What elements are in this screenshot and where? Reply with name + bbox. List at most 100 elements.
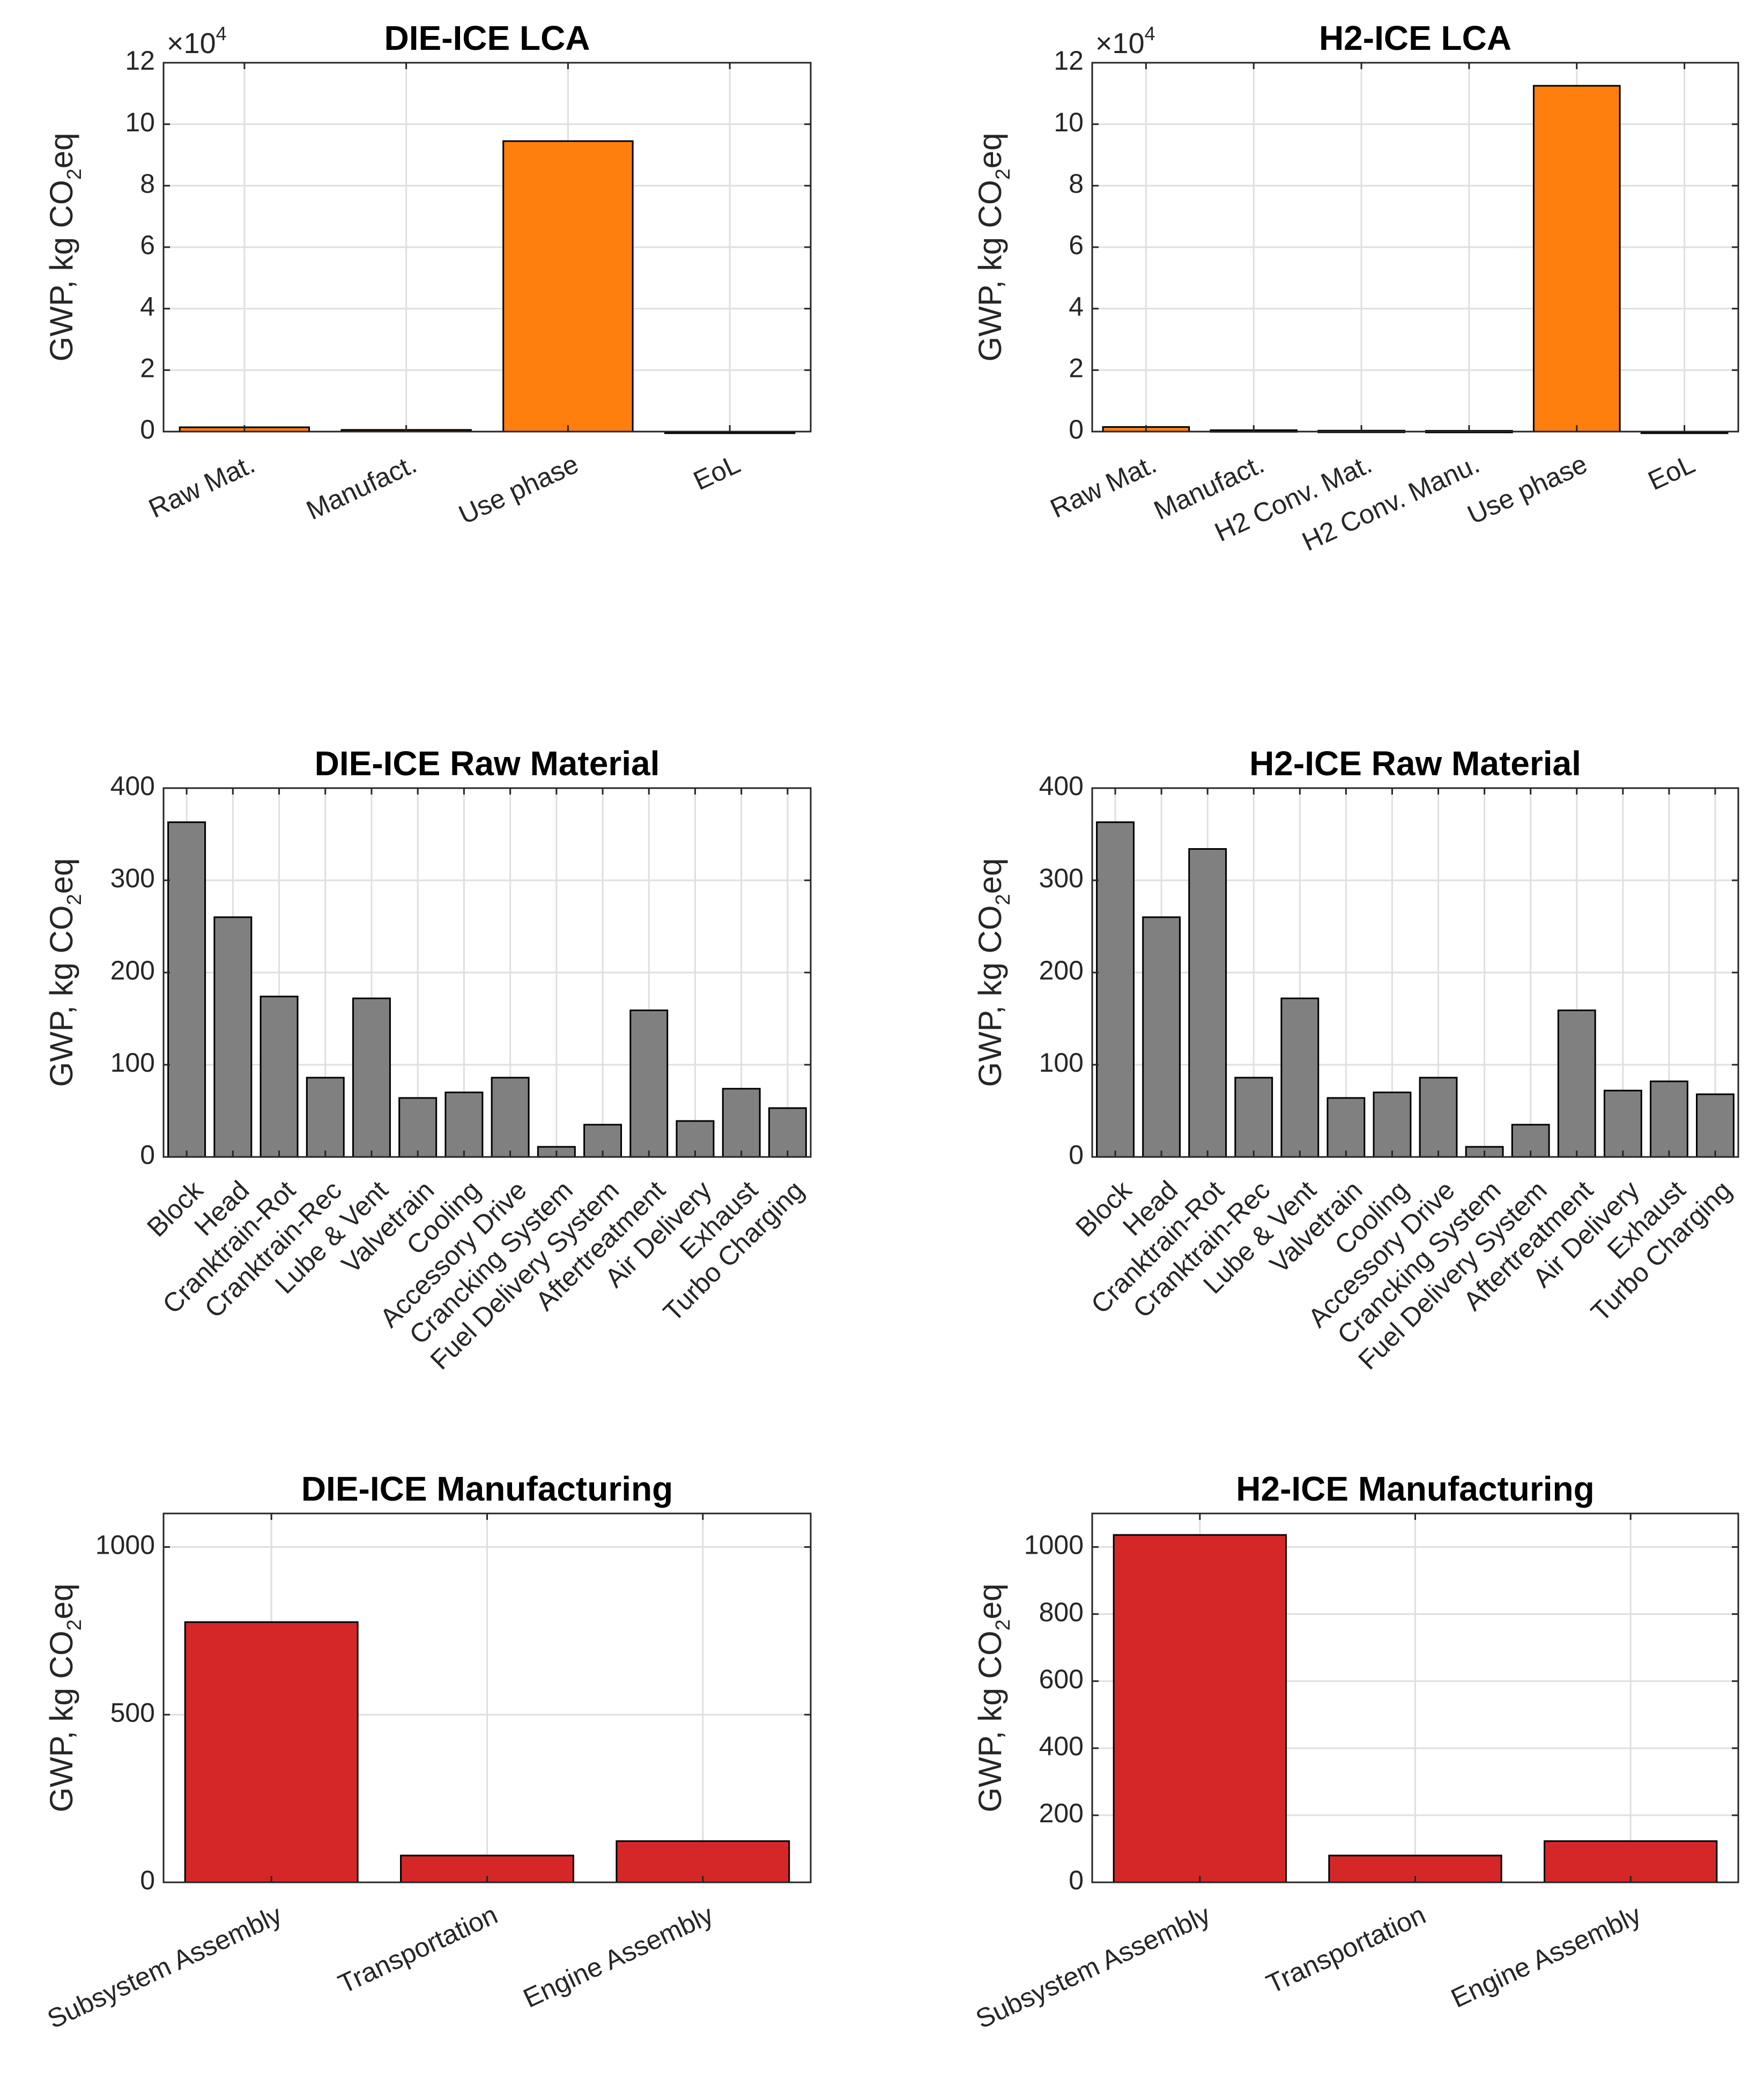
x-label-use-phase: Use phase bbox=[454, 449, 583, 530]
y-tick-label: 400 bbox=[1039, 1731, 1084, 1761]
bar-head bbox=[213, 916, 253, 1158]
y-axis-label-suffix: eq bbox=[43, 858, 79, 894]
bar-fuel-delivery-system bbox=[583, 1124, 622, 1158]
y-tick-label: 6 bbox=[1069, 230, 1084, 260]
y-axis-label-suffix: eq bbox=[43, 1584, 79, 1620]
x-label-subsystem-assembly: Subsystem Assembly bbox=[971, 1899, 1214, 2035]
chart-die-ice-raw-material: 0100200300400BlockHeadCranktrain-RotCran… bbox=[43, 744, 812, 1375]
bar-accessory-drive bbox=[491, 1077, 530, 1158]
y-tick-label: 200 bbox=[110, 955, 155, 985]
y-tick-label: 8 bbox=[1069, 169, 1084, 199]
y-exponent-power: 4 bbox=[216, 23, 227, 44]
y-tick-label: 100 bbox=[1039, 1048, 1084, 1078]
bar-valvetrain bbox=[398, 1097, 438, 1158]
y-axis-label-subscript: 2 bbox=[63, 894, 86, 905]
y-axis-label-text: GWP, kg CO bbox=[43, 180, 79, 361]
bar-exhaust bbox=[722, 1088, 761, 1158]
y-axis-label-text: GWP, kg CO bbox=[43, 905, 79, 1087]
x-label-engine-assembly: Engine Assembly bbox=[1447, 1899, 1646, 2014]
chart-title: H2-ICE Manufacturing bbox=[1236, 1470, 1594, 1508]
y-axis-label-text: GWP, kg CO bbox=[972, 1630, 1008, 1812]
bar-aftertreatment bbox=[1557, 1010, 1596, 1158]
y-exponent-power: 4 bbox=[1145, 23, 1155, 44]
x-label-raw-mat: Raw Mat. bbox=[1046, 449, 1161, 524]
y-tick-label: 800 bbox=[1039, 1597, 1084, 1627]
chart-title: DIE-ICE Manufacturing bbox=[301, 1470, 673, 1508]
bar-use-phase bbox=[502, 140, 634, 433]
y-tick-label: 0 bbox=[1069, 1865, 1084, 1895]
y-tick-label: 10 bbox=[1054, 107, 1084, 137]
y-axis-label-subscript: 2 bbox=[63, 168, 86, 180]
x-label-engine-assembly: Engine Assembly bbox=[518, 1899, 717, 2014]
y-tick-label: 1000 bbox=[95, 1530, 155, 1560]
y-tick-label: 300 bbox=[110, 863, 155, 893]
y-axis-label-text: GWP, kg CO bbox=[972, 905, 1008, 1087]
y-axis-label-subscript: 2 bbox=[63, 1619, 86, 1630]
y-tick-label: 12 bbox=[1054, 46, 1084, 76]
y-tick-label: 1000 bbox=[1024, 1530, 1084, 1560]
x-label-raw-mat: Raw Mat. bbox=[144, 449, 260, 524]
y-tick-label: 0 bbox=[140, 1140, 155, 1170]
y-tick-label: 0 bbox=[140, 1865, 155, 1895]
bar-lube-vent bbox=[352, 997, 391, 1158]
y-axis-label-suffix: eq bbox=[972, 1584, 1008, 1620]
y-tick-label: 12 bbox=[125, 46, 155, 76]
y-axis-label-subscript: 2 bbox=[992, 168, 1014, 180]
bar-valvetrain bbox=[1326, 1097, 1366, 1158]
bar-accessory-drive bbox=[1419, 1077, 1458, 1158]
y-tick-label: 0 bbox=[140, 414, 155, 444]
x-label-eol: EoL bbox=[689, 449, 745, 496]
y-tick-label: 300 bbox=[1039, 863, 1084, 893]
bar-cooling bbox=[444, 1092, 484, 1158]
y-exponent-label: ×104 bbox=[167, 23, 227, 60]
bar-air-delivery bbox=[1603, 1089, 1642, 1158]
bar-subsystem-assembly bbox=[1113, 1534, 1287, 1883]
y-tick-label: 100 bbox=[110, 1048, 155, 1078]
x-label-transportation: Transportation bbox=[1262, 1899, 1430, 1999]
bar-cooling bbox=[1373, 1092, 1412, 1158]
bar-cranktrain-rec bbox=[1234, 1077, 1273, 1158]
y-axis-label: GWP, kg CO2eq bbox=[972, 1584, 1014, 1813]
chart-title: DIE-ICE LCA bbox=[384, 19, 590, 57]
x-label-transportation: Transportation bbox=[334, 1899, 502, 1999]
y-axis-label: GWP, kg CO2eq bbox=[43, 133, 86, 362]
x-label-use-phase: Use phase bbox=[1463, 449, 1591, 530]
y-exponent-base: ×10 bbox=[1095, 27, 1145, 60]
bar-cranktrain-rec bbox=[306, 1077, 345, 1158]
bar-fuel-delivery-system bbox=[1511, 1124, 1550, 1158]
bar-head bbox=[1142, 916, 1181, 1158]
bar-block bbox=[1096, 821, 1135, 1158]
y-tick-label: 4 bbox=[1069, 292, 1084, 322]
x-label-manufact: Manufact. bbox=[302, 449, 421, 526]
bar-air-delivery bbox=[676, 1120, 715, 1158]
bar-cranktrain-rot bbox=[260, 996, 299, 1158]
bar-block bbox=[167, 821, 206, 1158]
chart-h2-ice-raw-material: 0100200300400BlockHeadCranktrain-RotCran… bbox=[972, 744, 1739, 1375]
chart-die-ice-lca: 0 2 4 6 8 10 12 Raw Mat. Manufact. Use phase EoL DI… bbox=[43, 19, 812, 530]
y-axis-label-suffix: eq bbox=[43, 133, 79, 169]
bar-exhaust bbox=[1649, 1080, 1688, 1158]
x-label-h2-conv-manu: H2 Conv. Manu. bbox=[1298, 449, 1484, 557]
chart-title: H2-ICE LCA bbox=[1319, 19, 1511, 57]
x-label-eol: EoL bbox=[1643, 449, 1699, 496]
y-tick-label: 10 bbox=[125, 107, 155, 137]
y-axis-label: GWP, kg CO2eq bbox=[972, 858, 1014, 1087]
bar-turbo-charging bbox=[1696, 1093, 1735, 1158]
y-axis-label-subscript: 2 bbox=[992, 894, 1014, 905]
y-tick-label: 500 bbox=[110, 1697, 155, 1727]
y-axis-label-text: GWP, kg CO bbox=[972, 180, 1008, 361]
y-axis-label-suffix: eq bbox=[972, 858, 1008, 894]
y-axis-label-text: GWP, kg CO bbox=[43, 1630, 79, 1812]
y-tick-label: 400 bbox=[110, 771, 155, 801]
chart-h2-ice-manufacturing: 0 200 400 600 800 1000 Subsystem Assembly Trans… bbox=[971, 1470, 1739, 2035]
y-tick-label: 2 bbox=[1069, 353, 1084, 383]
y-tick-label: 0 bbox=[1069, 1140, 1084, 1170]
y-tick-label: 6 bbox=[140, 230, 155, 260]
x-label-block: Block bbox=[1070, 1175, 1138, 1243]
chart-title: DIE-ICE Raw Material bbox=[315, 744, 660, 783]
bar-subsystem-assembly bbox=[184, 1621, 359, 1883]
y-tick-label: 0 bbox=[1069, 414, 1084, 444]
y-axis-label: GWP, kg CO2eq bbox=[972, 133, 1014, 362]
chart-die-ice-manufacturing: 0 500 1000 Subsystem Assembly Transportation… bbox=[43, 1470, 812, 2034]
y-exponent-base: ×10 bbox=[167, 27, 216, 60]
